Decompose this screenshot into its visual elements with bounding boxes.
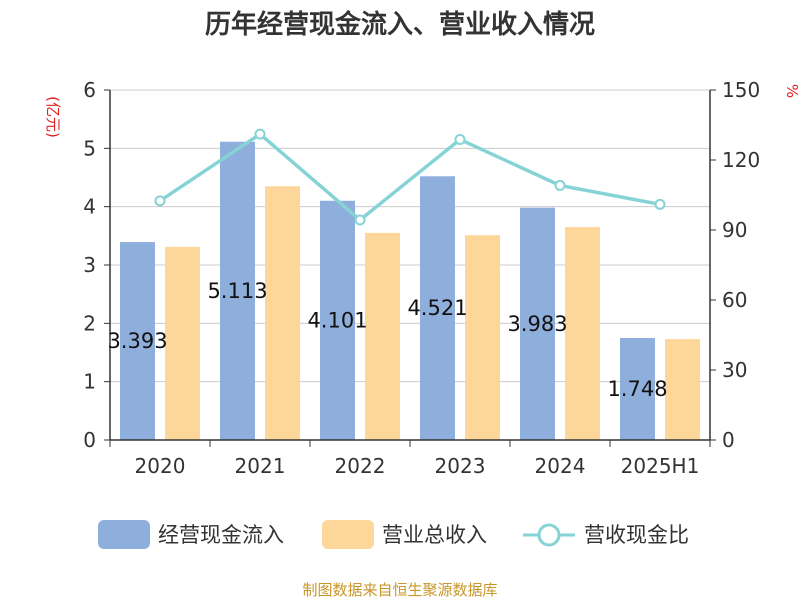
data-label-cash-inflow: 5.113: [207, 279, 267, 303]
bar-cash-inflow: [320, 200, 355, 440]
gridlines: [110, 89, 710, 383]
y-left-tick-label: 4: [83, 195, 96, 219]
y-right-tick-label: 120: [722, 148, 760, 172]
data-labels: 3.393 5.113 4.101 4.521 3.983 1.748: [107, 279, 667, 401]
ratio-point: [654, 198, 666, 210]
bars: [120, 141, 700, 440]
data-label-cash-inflow: 3.393: [107, 329, 167, 353]
legend-label-cash-inflow: 经营现金流入: [158, 523, 284, 547]
y-left-tick-label: 3: [83, 253, 96, 277]
x-axis-ticks: 2020 2021 2022 2023 2024 2025H1: [109, 440, 711, 478]
bar-cash-inflow: [120, 242, 155, 440]
y-left-tick-label: 2: [83, 311, 96, 335]
ratio-point: [254, 128, 266, 140]
legend-swatch-revenue: [322, 520, 374, 549]
ratio-point: [354, 214, 366, 226]
source-note: 制图数据来自恒生聚源数据库: [302, 581, 497, 599]
x-tick-label: 2024: [535, 454, 586, 478]
y-right-tick-label: 60: [722, 288, 747, 312]
legend-marker-ratio: [537, 523, 561, 547]
legend: 经营现金流入 营业总收入 营收现金比: [98, 520, 689, 549]
ratio-point: [554, 179, 566, 191]
y-left-tick-label: 1: [83, 370, 96, 394]
x-tick-label: 2025H1: [621, 454, 700, 478]
y-right-tick-label: 30: [722, 358, 747, 382]
y-left-axis-label: (亿元): [44, 96, 62, 138]
legend-swatch-cash-inflow: [98, 520, 150, 549]
data-label-cash-inflow: 4.521: [407, 296, 467, 320]
bar-cash-inflow: [420, 176, 455, 440]
data-label-cash-inflow: 4.101: [307, 308, 367, 332]
y-left-tick-label: 5: [83, 136, 96, 160]
legend-label-revenue: 营业总收入: [382, 523, 487, 547]
bar-revenue: [465, 235, 500, 440]
ratio-line-series: [154, 128, 666, 226]
ratio-point: [454, 133, 466, 145]
y-right-tick-label: 0: [722, 428, 735, 452]
bar-cash-inflow: [620, 338, 655, 440]
data-label-cash-inflow: 3.983: [507, 312, 567, 336]
y-left-tick-label: 0: [83, 428, 96, 452]
bar-revenue: [165, 246, 200, 440]
bar-revenue: [565, 227, 600, 440]
legend-label-ratio: 营收现金比: [584, 523, 689, 547]
x-tick-label: 2022: [335, 454, 386, 478]
bar-revenue: [365, 232, 400, 440]
x-tick-label: 2021: [235, 454, 286, 478]
bar-cash-inflow: [520, 207, 555, 440]
ratio-point: [154, 195, 166, 207]
bar-revenue: [265, 186, 300, 440]
y-right-tick-label: 150: [722, 78, 760, 102]
bar-revenue: [665, 339, 700, 440]
y-right-tick-label: 90: [722, 218, 747, 242]
x-tick-label: 2023: [435, 454, 486, 478]
y-right-axis-label: %: [783, 84, 800, 98]
x-tick-label: 2020: [135, 454, 186, 478]
y-left-tick-label: 6: [83, 78, 96, 102]
bar-cash-inflow: [220, 141, 255, 440]
data-label-cash-inflow: 1.748: [607, 377, 667, 401]
chart-title: 历年经营现金流入、营业收入情况: [205, 9, 595, 40]
ratio-line: [159, 132, 661, 222]
